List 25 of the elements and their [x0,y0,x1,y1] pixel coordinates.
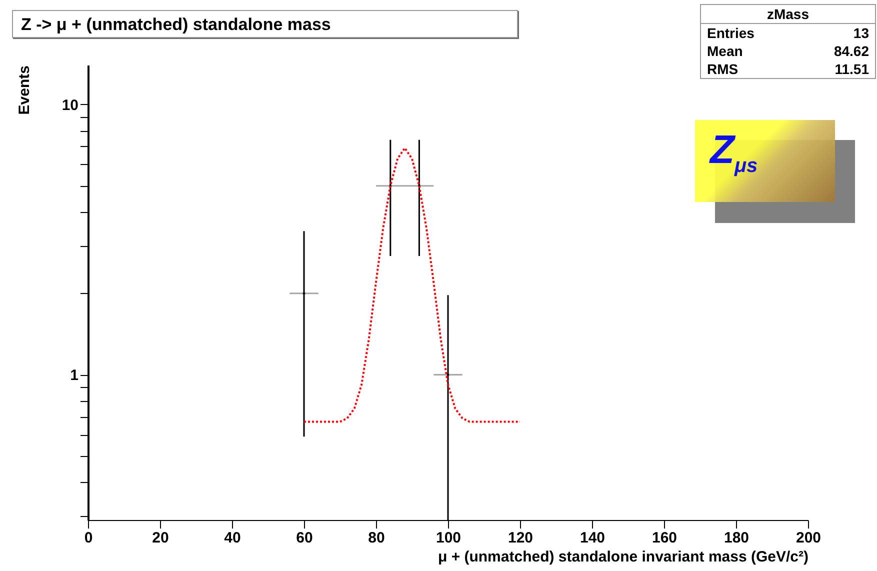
y-axis-title: Events [16,66,33,115]
x-tick-label: 100 [436,530,462,546]
x-tick-label: 120 [508,530,534,546]
text: 13 [853,25,869,41]
x-tick-label: 140 [580,530,606,546]
annotation: Z$_{μs}$ [710,128,758,178]
chart-title: Z -> μ + (unmatched) standalone mass [12,10,518,38]
x-tick-label: 80 [368,530,385,546]
text: 11.51 [834,61,869,77]
x-tick-label: 200 [796,530,822,546]
x-tick-label: 60 [296,530,313,546]
x-tick-label: 20 [152,530,169,546]
x-tick-label: 40 [224,530,241,546]
text: Mean [707,43,743,59]
y-tick-label: 1 [70,367,78,384]
x-tick-label: 0 [84,530,93,546]
text: zMass [701,5,875,24]
text: 84.62 [834,43,869,59]
y-tick-label: 10 [62,96,78,114]
x-axis-title: μ + (unmatched) standalone invariant mass (GeV/c²) [438,548,808,566]
line-series [303,147,521,423]
annotation: RMS [707,61,738,77]
text: Entries [707,25,754,41]
x-tick-label: 180 [724,530,750,546]
x-tick-label: 160 [652,530,678,546]
